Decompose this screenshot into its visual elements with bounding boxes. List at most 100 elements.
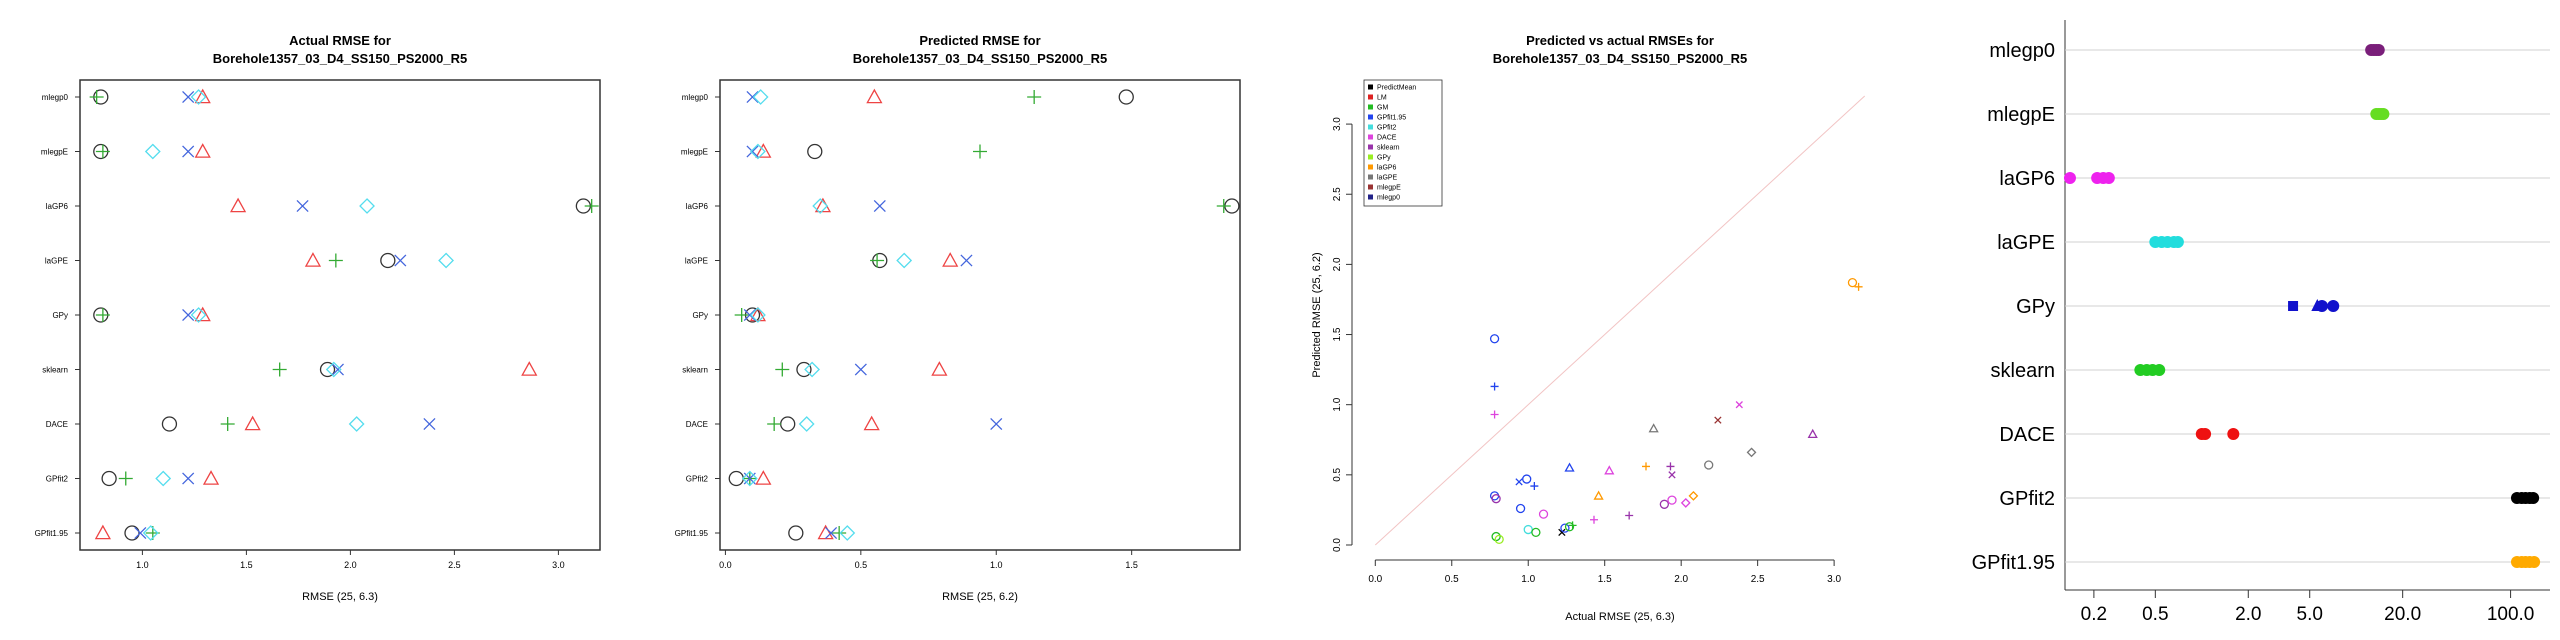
data-point [1491, 494, 1501, 504]
data-point [1714, 416, 1722, 424]
legend-label: GM [1377, 105, 1388, 112]
legend-swatch [1368, 164, 1373, 170]
data-point [755, 470, 772, 485]
data-point [182, 145, 195, 158]
data-point [728, 470, 744, 487]
x-tick-label: 1.0 [136, 560, 149, 570]
chart-title-line1: Predicted vs actual RMSEs for [1526, 33, 1714, 48]
data-point [1490, 382, 1499, 391]
data-point [1680, 497, 1691, 508]
data-point [804, 361, 821, 378]
data-point [866, 88, 883, 104]
row-label: GPy [2016, 296, 2055, 318]
data-point [775, 362, 790, 377]
data-point [144, 143, 161, 160]
data-point [1216, 199, 1231, 213]
data-point [973, 144, 987, 159]
x-tick-label: 1.5 [1125, 560, 1138, 570]
data-point [1515, 478, 1523, 486]
x-tick-label: 2.0 [2235, 604, 2261, 625]
y-tick-label: 0.0 [1332, 538, 1343, 552]
data-point [1746, 447, 1757, 458]
category-label: laGP6 [46, 202, 69, 211]
category-label: GPy [692, 311, 708, 320]
legend-label: GPy [1377, 155, 1391, 162]
x-tick-label: 1.5 [240, 560, 253, 570]
chart-title-line2: Borehole1357_03_D4_SS150_PS2000_R5 [1493, 51, 1747, 66]
data-point [229, 197, 247, 213]
timing-dotplot-panel: mlegp0 mlegpE laGP6 laGPE GPy sklearn DACE GPfi… [1920, 0, 2560, 640]
legend-swatch [1368, 174, 1373, 180]
category-label: GPfit2 [686, 475, 709, 484]
legend-swatch [1368, 94, 1373, 100]
legend-swatch [1368, 144, 1373, 150]
x-tick-label: 0.0 [719, 560, 732, 570]
data-point [319, 361, 336, 378]
data-point [749, 306, 767, 322]
data-point [304, 252, 322, 267]
legend-label: laGP6 [1377, 165, 1397, 172]
data-point [1807, 428, 1818, 438]
data-point [348, 416, 365, 432]
data-point [142, 525, 159, 541]
data-point [1530, 482, 1539, 491]
category-label: GPfit1.95 [35, 529, 69, 538]
data-point [359, 198, 375, 214]
x-axis-label: RMSE (25, 6.3) [302, 591, 378, 603]
row-label: DACE [1999, 424, 2055, 446]
data-point [1564, 522, 1575, 532]
data-point [1118, 89, 1134, 105]
x-tick-label: 100.0 [2487, 604, 2535, 625]
x-tick-label: 0.2 [2081, 604, 2107, 625]
category-label: mlegpE [41, 148, 68, 157]
data-point [1854, 282, 1863, 291]
category-label: sklearn [682, 366, 708, 375]
x-axis-label: Actual RMSE (25, 6.3) [1565, 611, 1674, 623]
y-tick-label: 2.0 [1332, 257, 1343, 271]
data-point [863, 415, 880, 431]
data-point [2063, 172, 2076, 184]
data-point [584, 199, 599, 213]
x-tick-label: 2.5 [448, 560, 461, 570]
data-point [182, 472, 195, 485]
legend-swatch [1368, 184, 1373, 190]
chart-title-line1: Actual RMSE for [289, 33, 391, 48]
x-tick-label: 2.5 [1751, 574, 1765, 585]
row-label: GPfit2 [1999, 488, 2055, 510]
y-tick-label: 0.5 [1332, 467, 1343, 481]
data-point [839, 525, 856, 541]
data-point [1490, 410, 1499, 419]
data-point [896, 252, 913, 269]
category-label: mlegpE [681, 148, 708, 157]
data-point [1847, 277, 1858, 288]
x-tick-label: 3.0 [552, 560, 565, 570]
data-point [1688, 490, 1699, 501]
data-point [931, 361, 948, 376]
row-label: GPfit1.95 [1972, 552, 2055, 574]
data-point [89, 90, 104, 104]
data-point [1625, 511, 1634, 520]
data-point [220, 417, 235, 431]
category-label: laGPE [685, 257, 708, 266]
data-point [438, 252, 454, 269]
chart-title-line1: Predicted RMSE for [919, 33, 1040, 48]
data-point [1531, 527, 1541, 538]
data-point [1494, 534, 1504, 545]
data-point [1666, 462, 1675, 471]
data-point [95, 308, 110, 322]
data-point [1704, 460, 1714, 470]
data-point [521, 361, 538, 376]
x-tick-label: 1.0 [990, 560, 1003, 570]
data-point [1522, 474, 1532, 484]
x-axis-label: RMSE (25, 6.2) [942, 591, 1018, 603]
data-point [2327, 300, 2340, 312]
data-point [854, 363, 867, 376]
data-point [244, 415, 261, 431]
data-point [807, 143, 823, 160]
data-point [1667, 495, 1677, 505]
data-point [134, 526, 147, 540]
legend-swatch [1368, 134, 1373, 140]
data-point [94, 524, 111, 540]
data-point [194, 306, 211, 322]
y-tick-label: 2.5 [1332, 187, 1343, 201]
